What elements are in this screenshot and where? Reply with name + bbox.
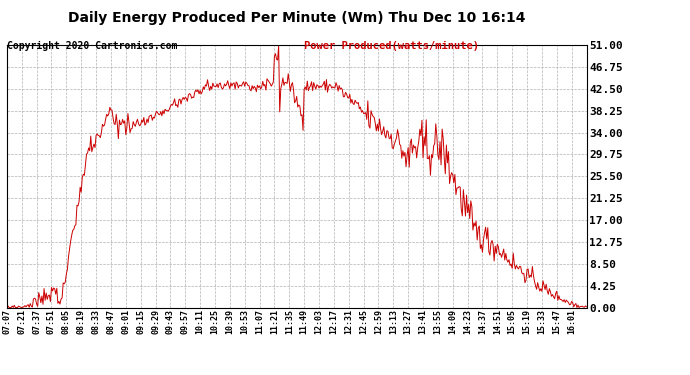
Text: Daily Energy Produced Per Minute (Wm) Thu Dec 10 16:14: Daily Energy Produced Per Minute (Wm) Th… <box>68 11 526 25</box>
Text: Power Produced(watts/minute): Power Produced(watts/minute) <box>304 41 479 51</box>
Text: Copyright 2020 Cartronics.com: Copyright 2020 Cartronics.com <box>7 41 177 51</box>
